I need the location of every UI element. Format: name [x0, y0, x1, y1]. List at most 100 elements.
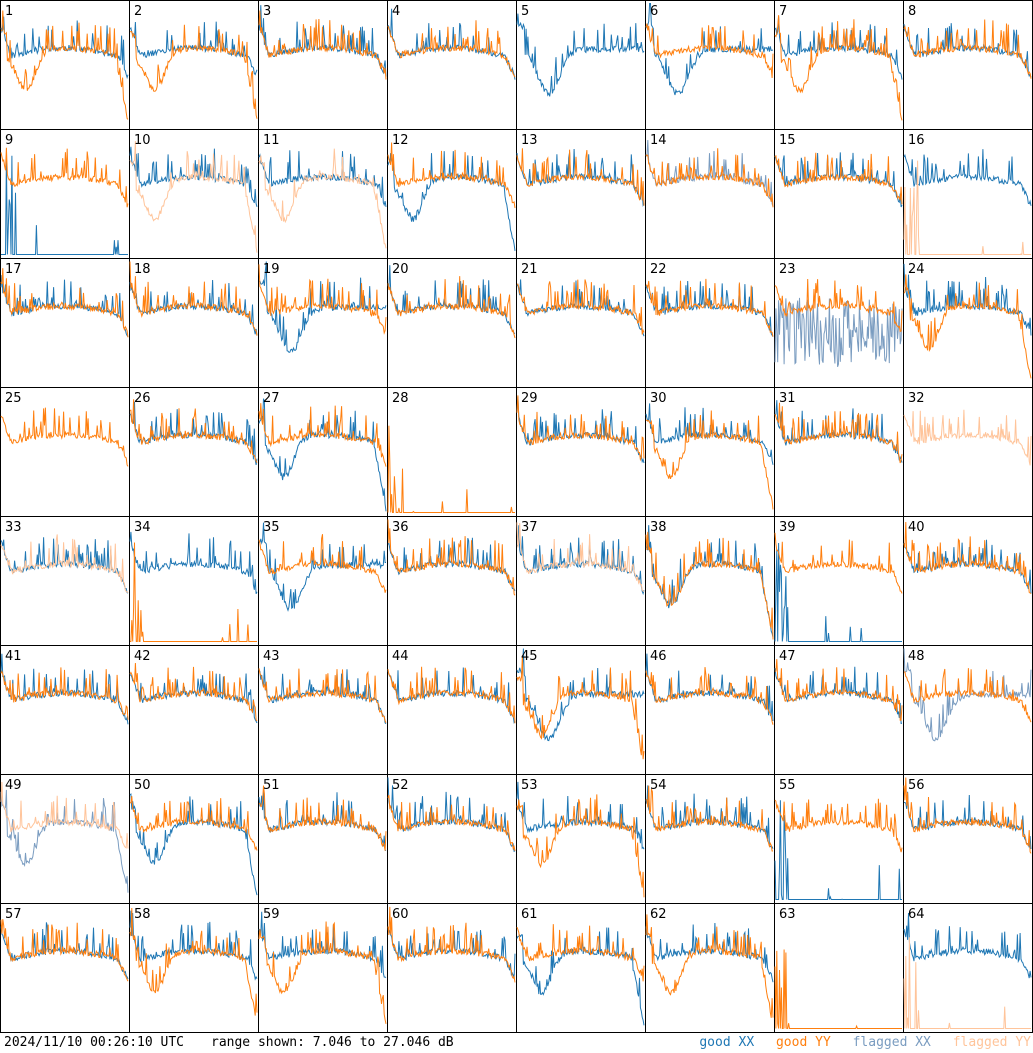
panel-label: 30 [650, 391, 667, 406]
panel-label: 52 [392, 778, 409, 793]
legend-flagged-yy: flagged YY [952, 1035, 1031, 1050]
panel-frame [129, 645, 259, 775]
good-yy-line [0, 407, 129, 467]
panel-frame [387, 903, 517, 1033]
good-yy-line [0, 919, 129, 982]
legend-flagged-xx: flagged XX [852, 1035, 931, 1050]
panel-frame [129, 129, 259, 259]
panel-antenna-25: 25 [0, 387, 130, 517]
flagged-yy-line [0, 534, 129, 594]
panel-frame [258, 903, 388, 1033]
good-xx-line [1, 155, 128, 255]
panel-antenna-59: 59 [258, 903, 388, 1033]
good-yy-line [387, 20, 516, 78]
good-yy-line [258, 785, 387, 851]
good-yy-line [516, 794, 645, 898]
panel-label: 31 [779, 391, 796, 406]
panel-frame [258, 129, 388, 259]
panel-antenna-29: 29 [516, 387, 646, 517]
panel-label: 4 [392, 4, 400, 19]
good-xx-line [0, 16, 129, 80]
panel-frame [645, 129, 775, 259]
panel-frame [903, 516, 1033, 646]
good-xx-line [774, 800, 902, 900]
panel-antenna-47: 47 [774, 645, 904, 775]
panel-frame [903, 0, 1033, 130]
panel-label: 10 [134, 133, 151, 148]
good-xx-line [516, 279, 645, 337]
panel-label: 15 [779, 133, 796, 148]
panel-frame [645, 774, 775, 904]
good-yy-line [258, 10, 387, 80]
panel-antenna-7: 7 [774, 0, 904, 130]
panel-antenna-31: 31 [774, 387, 904, 517]
panel-label: 19 [263, 262, 280, 277]
panel-frame [903, 129, 1033, 259]
panel-antenna-39: 39 [774, 516, 904, 646]
panel-frame [387, 516, 517, 646]
panel-label: 32 [908, 391, 925, 406]
panel-antenna-62: 62 [645, 903, 775, 1033]
good-yy-line [129, 796, 258, 851]
flagged-xx-line [645, 139, 774, 207]
panel-antenna-42: 42 [129, 645, 259, 775]
panel-antenna-1: 1 [0, 0, 130, 130]
panel-antenna-11: 11 [258, 129, 388, 259]
panel-antenna-3: 3 [258, 0, 388, 130]
good-yy-line [516, 148, 645, 206]
panel-label: 38 [650, 520, 667, 535]
good-yy-line [645, 148, 774, 208]
panel-frame [129, 903, 259, 1033]
panel-label: 24 [908, 262, 925, 277]
good-yy-line [387, 276, 516, 339]
panel-frame [0, 516, 130, 646]
range-label: range shown: 7.046 to 27.046 dB [211, 1035, 454, 1050]
panel-antenna-21: 21 [516, 258, 646, 388]
panel-frame [903, 645, 1033, 775]
panel-antenna-55: 55 [774, 774, 904, 904]
panel-label: 55 [779, 778, 796, 793]
good-yy-line [645, 914, 774, 1018]
footer: 2024/11/10 00:26:10 UTC range shown: 7.0… [0, 1033, 1033, 1053]
panel-antenna-24: 24 [903, 258, 1033, 388]
panel-label: 1 [5, 4, 13, 19]
panel-label: 26 [134, 391, 151, 406]
good-yy-line [774, 402, 903, 464]
panel-label: 14 [650, 133, 667, 148]
panel-frame [774, 516, 904, 646]
good-yy-line [774, 798, 903, 853]
panel-antenna-8: 8 [903, 0, 1033, 130]
flagged-yy-line [903, 937, 1031, 1029]
good-xx-line [774, 542, 902, 642]
panel-antenna-22: 22 [645, 258, 775, 388]
panel-label: 2 [134, 4, 142, 19]
good-xx-line [258, 522, 386, 612]
good-yy-line [774, 659, 903, 721]
good-yy-line [645, 785, 773, 852]
flagged-yy-line [903, 160, 1031, 256]
panel-label: 29 [521, 391, 538, 406]
panel-antenna-26: 26 [129, 387, 259, 517]
flagged-yy-line [129, 140, 258, 253]
good-xx-line [129, 21, 258, 76]
panel-label: 37 [521, 520, 538, 535]
panel-antenna-37: 37 [516, 516, 646, 646]
panel-antenna-44: 44 [387, 645, 517, 775]
panel-frame [774, 0, 904, 130]
panel-frame [903, 774, 1033, 904]
good-yy-line [387, 666, 516, 724]
panel-frame [516, 0, 646, 130]
panel-frame [516, 258, 646, 388]
panel-label: 7 [779, 4, 787, 19]
panel-frame [258, 645, 388, 775]
panel-label: 57 [5, 907, 22, 922]
panel-antenna-5: 5 [516, 0, 646, 130]
good-yy-line [645, 531, 774, 640]
panel-frame [129, 0, 259, 130]
panel-label: 62 [650, 907, 667, 922]
panel-frame [0, 0, 130, 130]
panel-antenna-41: 41 [0, 645, 130, 775]
panel-label: 49 [5, 778, 22, 793]
panel-label: 56 [908, 778, 925, 793]
